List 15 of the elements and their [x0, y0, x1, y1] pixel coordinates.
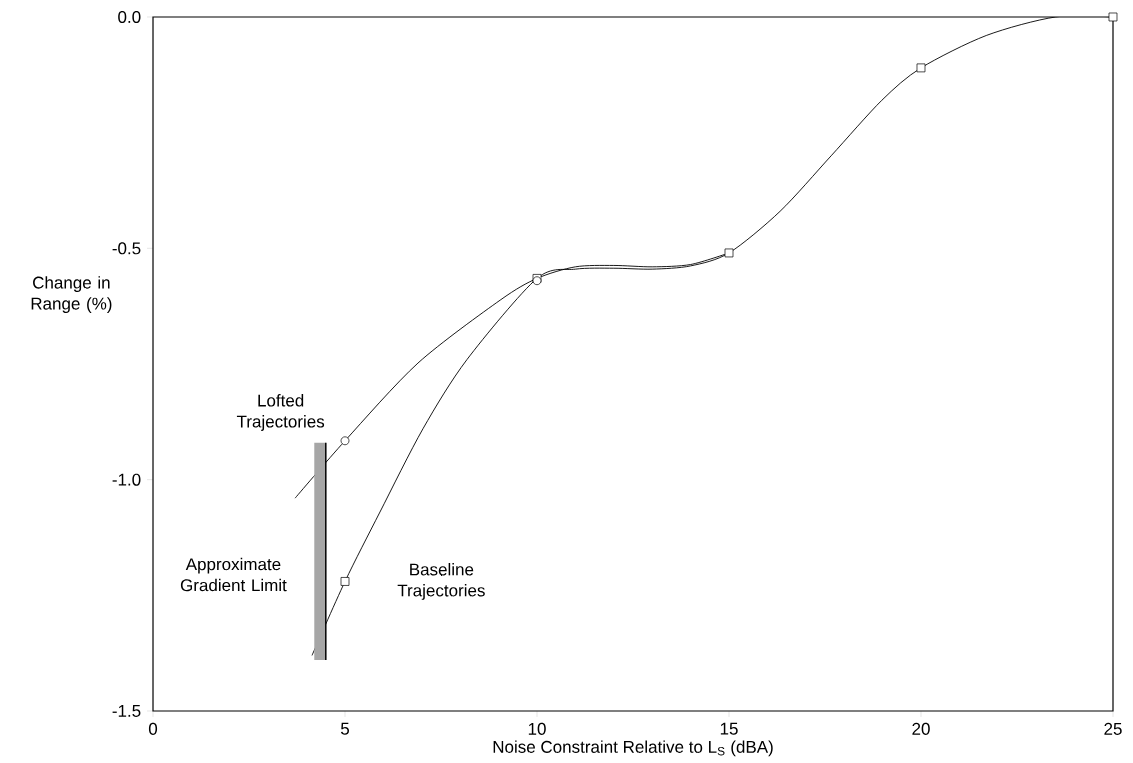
- annotation: Approximate Gradient Limit: [180, 557, 287, 592]
- text: Baseline Trajectories: [397, 563, 485, 600]
- y-tick-label: -0.5: [112, 242, 141, 255]
- x-tick-label: 25: [1104, 722, 1122, 735]
- x-tick-label: 15: [720, 722, 738, 735]
- x-tick-label: 0: [148, 722, 158, 735]
- y-tick-label: -1.5: [112, 705, 141, 717]
- x-axis-title: Noise Constraint Relative to L$_{S}$ (dBA): [493, 740, 773, 757]
- x-tick-label: 10: [528, 722, 546, 735]
- x-tick-label: 20: [912, 722, 930, 735]
- y-tick-label: -1.0: [112, 473, 141, 486]
- y-axis-title: Change in Range (%): [31, 276, 112, 314]
- series-label: Lofted Trajectories: [236, 394, 325, 431]
- y-tick-label: 0.0: [118, 10, 141, 24]
- x-tick-label: 5: [340, 722, 350, 735]
